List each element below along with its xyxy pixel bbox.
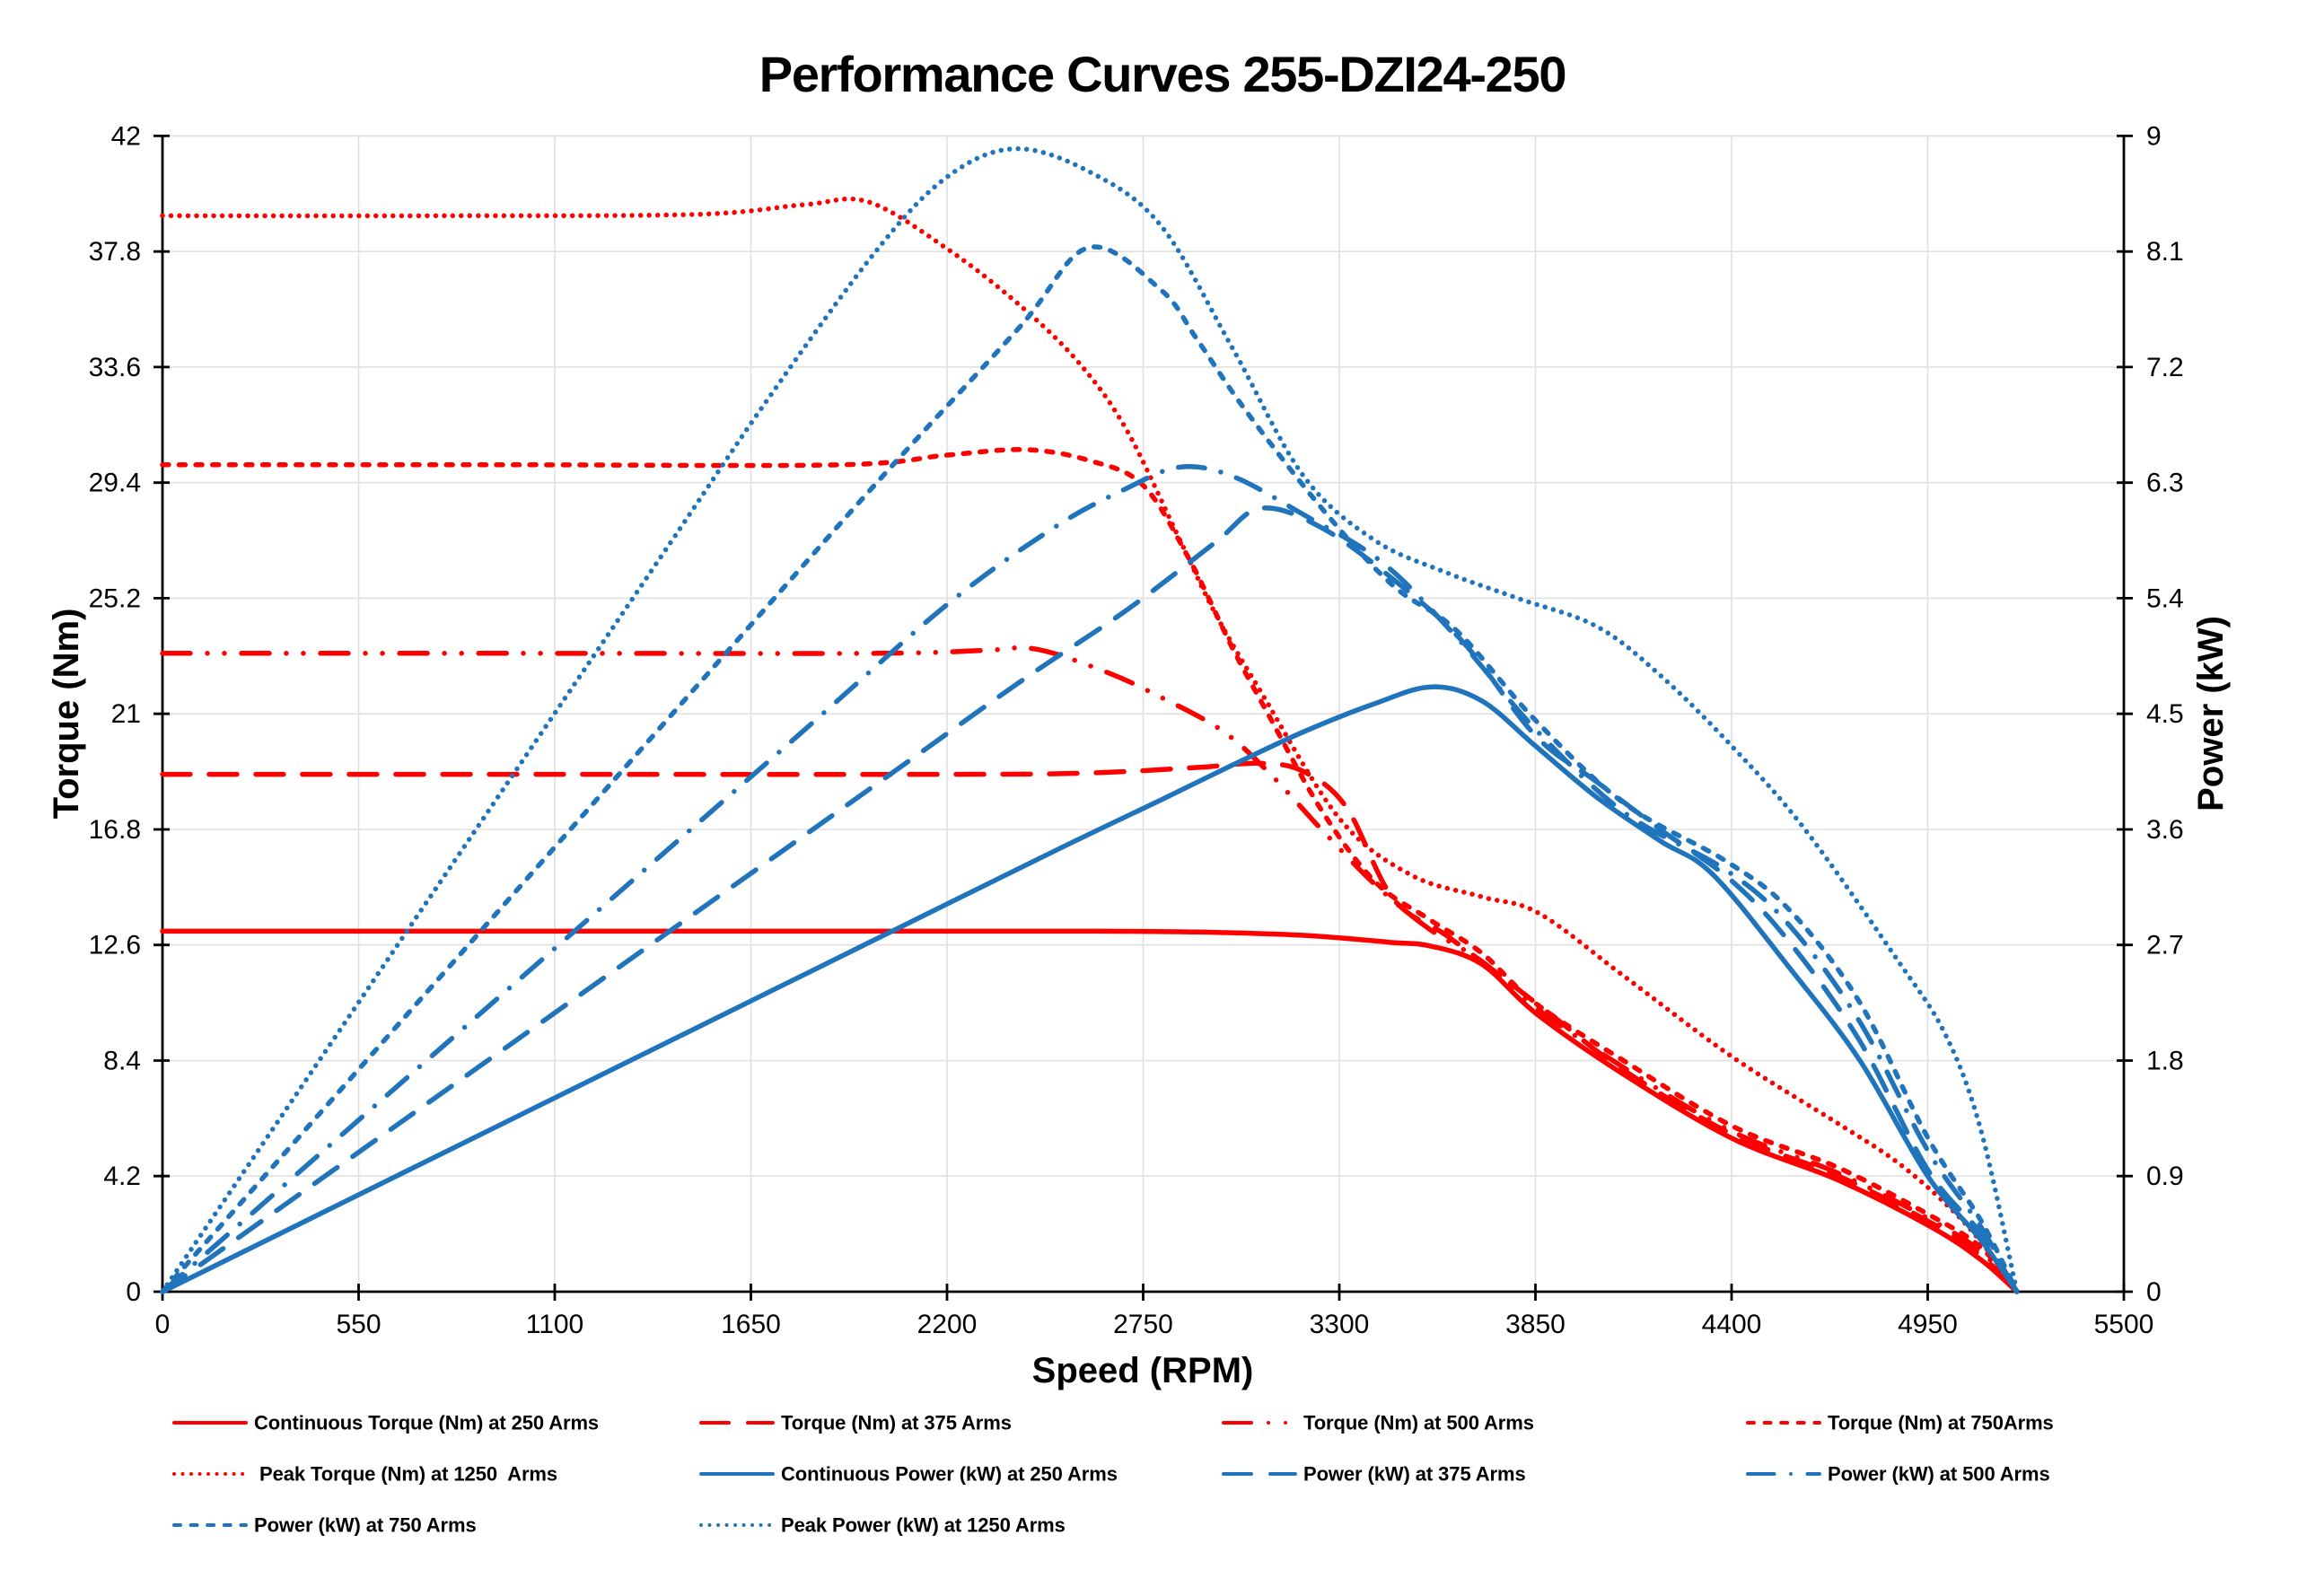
svg-text:Continuous Power (kW) at 250 A: Continuous Power (kW) at 250 Arms [781, 1463, 1118, 1486]
svg-text:Power (kW) at 750 Arms: Power (kW) at 750 Arms [254, 1514, 477, 1537]
svg-text:2.7: 2.7 [2146, 931, 2184, 960]
svg-text:Continuous Torque (Nm) at 250: Continuous Torque (Nm) at 250 Arms [254, 1412, 599, 1434]
svg-text:4.2: 4.2 [103, 1162, 141, 1191]
svg-text:550: 550 [336, 1310, 381, 1339]
svg-text:Power (kW) at 375 Arms: Power (kW) at 375 Arms [1303, 1463, 1526, 1486]
svg-text:1100: 1100 [526, 1310, 584, 1339]
svg-text:Speed (RPM): Speed (RPM) [1032, 1351, 1254, 1390]
svg-text:Peak Torque (Nm) at 1250 Arms: Peak Torque (Nm) at 1250 Arms [254, 1463, 557, 1486]
svg-text:42: 42 [111, 121, 141, 151]
svg-text:Performance Curves 255-DZI24-2: Performance Curves 255-DZI24-250 [759, 46, 1566, 102]
svg-text:37.8: 37.8 [89, 237, 141, 267]
svg-text:21: 21 [111, 699, 141, 729]
svg-text:5.4: 5.4 [2146, 583, 2184, 613]
svg-text:0: 0 [2146, 1277, 2162, 1307]
svg-text:0: 0 [126, 1277, 141, 1307]
svg-text:8.4: 8.4 [103, 1047, 141, 1076]
svg-text:0: 0 [155, 1310, 171, 1339]
svg-text:25.2: 25.2 [89, 583, 141, 613]
svg-text:12.6: 12.6 [89, 931, 141, 960]
svg-text:1650: 1650 [721, 1310, 781, 1339]
svg-text:3.6: 3.6 [2146, 815, 2184, 845]
svg-text:4950: 4950 [1898, 1310, 1958, 1339]
svg-text:2750: 2750 [1113, 1310, 1173, 1339]
svg-text:1.8: 1.8 [2146, 1047, 2184, 1076]
svg-text:Power (kW): Power (kW) [2191, 616, 2231, 811]
svg-text:33.6: 33.6 [89, 353, 141, 382]
svg-text:Torque (Nm) at 500 Arms: Torque (Nm) at 500 Arms [1303, 1412, 1534, 1434]
svg-text:7.2: 7.2 [2146, 353, 2184, 382]
svg-text:8.1: 8.1 [2146, 237, 2184, 267]
svg-text:3300: 3300 [1310, 1310, 1370, 1339]
svg-text:Torque (Nm): Torque (Nm) [47, 609, 86, 820]
svg-text:9: 9 [2146, 121, 2162, 151]
svg-text:4.5: 4.5 [2146, 699, 2184, 729]
svg-text:2200: 2200 [917, 1310, 978, 1339]
svg-text:Power (kW) at 500 Arms: Power (kW) at 500 Arms [1828, 1463, 2050, 1486]
svg-text:16.8: 16.8 [89, 815, 141, 845]
svg-text:6.3: 6.3 [2146, 469, 2184, 498]
svg-text:5500: 5500 [2094, 1310, 2154, 1339]
svg-text:0.9: 0.9 [2146, 1162, 2184, 1191]
svg-text:Torque (Nm) at 375 Arms: Torque (Nm) at 375 Arms [781, 1412, 1012, 1434]
svg-text:3850: 3850 [1505, 1310, 1566, 1339]
svg-text:4400: 4400 [1702, 1310, 1762, 1339]
svg-text:29.4: 29.4 [89, 469, 141, 498]
svg-text:Peak Power (kW) at 1250 Arms: Peak Power (kW) at 1250 Arms [781, 1514, 1066, 1537]
svg-text:Torque (Nm) at 750Arms: Torque (Nm) at 750Arms [1828, 1412, 2054, 1434]
